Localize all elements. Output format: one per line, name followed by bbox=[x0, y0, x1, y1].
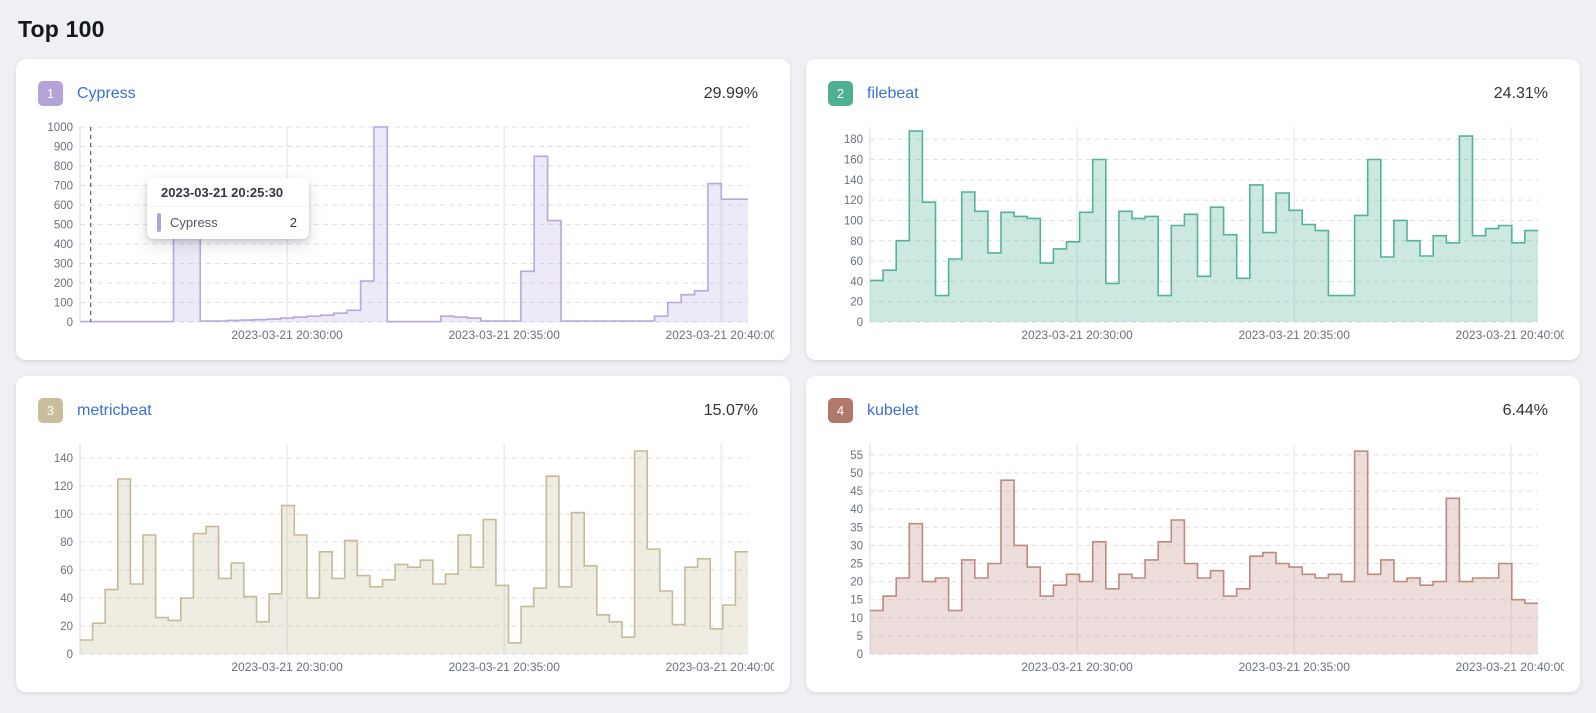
svg-text:40: 40 bbox=[60, 593, 73, 605]
svg-text:120: 120 bbox=[54, 481, 73, 493]
svg-text:1000: 1000 bbox=[47, 122, 73, 134]
svg-text:0: 0 bbox=[67, 317, 73, 329]
Cypress-step-area-chart: 0 100 200 300 400 500 600 700 800 900 1000 2023-03-… bbox=[47, 122, 774, 342]
svg-text:2023-03-21 20:30:00: 2023-03-21 20:30:00 bbox=[1021, 328, 1133, 342]
svg-text:10: 10 bbox=[850, 613, 863, 625]
svg-text:140: 140 bbox=[844, 175, 863, 187]
chart-card-kubelet: 4 kubelet 6.44% 0 5 10 15 20 25 30 35 40 45 50 55 20… bbox=[806, 376, 1580, 692]
svg-text:40: 40 bbox=[850, 276, 863, 288]
svg-text:20: 20 bbox=[60, 621, 73, 633]
svg-text:2023-03-21 20:30:00: 2023-03-21 20:30:00 bbox=[1021, 660, 1133, 674]
svg-text:2023-03-21 20:30:00: 2023-03-21 20:30:00 bbox=[231, 328, 343, 342]
metricbeat-chart-area[interactable]: 0 20 40 60 80 100 120 140 2023-03-21 20:30:00 202… bbox=[32, 438, 774, 678]
rank-badge: 3 bbox=[38, 398, 63, 423]
svg-text:45: 45 bbox=[850, 486, 863, 498]
series-link-metricbeat[interactable]: metricbeat bbox=[77, 401, 152, 419]
svg-text:55: 55 bbox=[850, 450, 863, 462]
svg-text:140: 140 bbox=[54, 453, 73, 465]
svg-text:100: 100 bbox=[54, 509, 73, 521]
svg-text:80: 80 bbox=[850, 236, 863, 248]
svg-text:0: 0 bbox=[857, 317, 863, 329]
filebeat-step-area-chart: 0 20 40 60 80 100 120 140 160 180 2023-03-21 20:30… bbox=[844, 127, 1564, 342]
rank-badge: 1 bbox=[38, 81, 63, 106]
svg-text:0: 0 bbox=[67, 649, 73, 661]
svg-text:120: 120 bbox=[844, 195, 863, 207]
rank-badge: 2 bbox=[828, 81, 853, 106]
svg-text:2023-03-21 20:30:00: 2023-03-21 20:30:00 bbox=[231, 660, 343, 674]
chart-card-cypress: 1 Cypress 29.99% 0 100 200 300 400 500 600 700 8… bbox=[16, 59, 790, 360]
svg-text:5: 5 bbox=[857, 631, 863, 643]
page-title: Top 100 bbox=[18, 16, 105, 42]
svg-text:40: 40 bbox=[850, 504, 863, 516]
svg-text:2023-03-21 20:40:00: 2023-03-21 20:40:00 bbox=[1456, 328, 1564, 342]
svg-text:180: 180 bbox=[844, 134, 863, 146]
svg-text:400: 400 bbox=[54, 239, 73, 251]
card-header: 4 kubelet 6.44% bbox=[822, 392, 1564, 427]
chart-card-metricbeat: 3 metricbeat 15.07% 0 20 40 60 80 100 120 140 20… bbox=[16, 376, 790, 692]
series-link-filebeat[interactable]: filebeat bbox=[867, 84, 919, 102]
svg-text:2023-03-21 20:35:00: 2023-03-21 20:35:00 bbox=[448, 660, 560, 674]
svg-text:2023-03-21 20:40:00: 2023-03-21 20:40:00 bbox=[666, 328, 774, 342]
filebeat-chart-area[interactable]: 0 20 40 60 80 100 120 140 160 180 2023-03-21 20:30… bbox=[822, 121, 1564, 346]
svg-text:160: 160 bbox=[844, 155, 863, 167]
svg-text:2023-03-21 20:40:00: 2023-03-21 20:40:00 bbox=[666, 660, 774, 674]
svg-text:600: 600 bbox=[54, 200, 73, 212]
svg-text:50: 50 bbox=[850, 468, 863, 480]
dashboard-grid-row2: 3 metricbeat 15.07% 0 20 40 60 80 100 120 140 20… bbox=[16, 376, 1580, 692]
percent-value: 24.31% bbox=[1493, 84, 1548, 102]
chart-card-filebeat: 2 filebeat 24.31% 0 20 40 60 80 100 120 140 160 1… bbox=[806, 59, 1580, 360]
svg-text:20: 20 bbox=[850, 297, 863, 309]
svg-text:15: 15 bbox=[850, 595, 863, 607]
percent-value: 15.07% bbox=[703, 401, 758, 419]
percent-value: 6.44% bbox=[1502, 401, 1548, 419]
card-header: 3 metricbeat 15.07% bbox=[32, 392, 774, 427]
series-link-cypress[interactable]: Cypress bbox=[77, 84, 136, 102]
svg-text:35: 35 bbox=[850, 522, 863, 534]
card-header: 2 filebeat 24.31% bbox=[822, 75, 1564, 110]
svg-text:900: 900 bbox=[54, 142, 73, 154]
card-header: 1 Cypress 29.99% bbox=[32, 75, 774, 110]
dashboard-grid: 1 Cypress 29.99% 0 100 200 300 400 500 600 700 8… bbox=[16, 59, 1580, 360]
svg-text:60: 60 bbox=[60, 565, 73, 577]
series-link-kubelet[interactable]: kubelet bbox=[867, 401, 919, 419]
svg-text:100: 100 bbox=[844, 215, 863, 227]
svg-text:500: 500 bbox=[54, 220, 73, 232]
svg-text:2023-03-21 20:35:00: 2023-03-21 20:35:00 bbox=[1238, 660, 1350, 674]
svg-text:200: 200 bbox=[54, 278, 73, 290]
svg-text:2023-03-21 20:35:00: 2023-03-21 20:35:00 bbox=[1238, 328, 1350, 342]
svg-text:100: 100 bbox=[54, 298, 73, 310]
cypress-chart-area[interactable]: 0 100 200 300 400 500 600 700 800 900 1000 2023-03-… bbox=[32, 121, 774, 346]
svg-text:80: 80 bbox=[60, 537, 73, 549]
svg-text:60: 60 bbox=[850, 256, 863, 268]
kubelet-step-area-chart: 0 5 10 15 20 25 30 35 40 45 50 55 2023-03-21 20:30:0… bbox=[850, 444, 1564, 674]
svg-text:700: 700 bbox=[54, 181, 73, 193]
svg-text:300: 300 bbox=[54, 259, 73, 271]
svg-text:2023-03-21 20:35:00: 2023-03-21 20:35:00 bbox=[448, 328, 560, 342]
svg-text:30: 30 bbox=[850, 540, 863, 552]
svg-text:2023-03-21 20:40:00: 2023-03-21 20:40:00 bbox=[1456, 660, 1564, 674]
metricbeat-step-area-chart: 0 20 40 60 80 100 120 140 2023-03-21 20:30:00 202… bbox=[54, 444, 774, 674]
svg-text:25: 25 bbox=[850, 558, 863, 570]
svg-text:20: 20 bbox=[850, 577, 863, 589]
rank-badge: 4 bbox=[828, 398, 853, 423]
svg-text:0: 0 bbox=[857, 649, 863, 661]
percent-value: 29.99% bbox=[703, 84, 758, 102]
svg-text:800: 800 bbox=[54, 161, 73, 173]
kubelet-chart-area[interactable]: 0 5 10 15 20 25 30 35 40 45 50 55 2023-03-21 20:30:0… bbox=[822, 438, 1564, 678]
